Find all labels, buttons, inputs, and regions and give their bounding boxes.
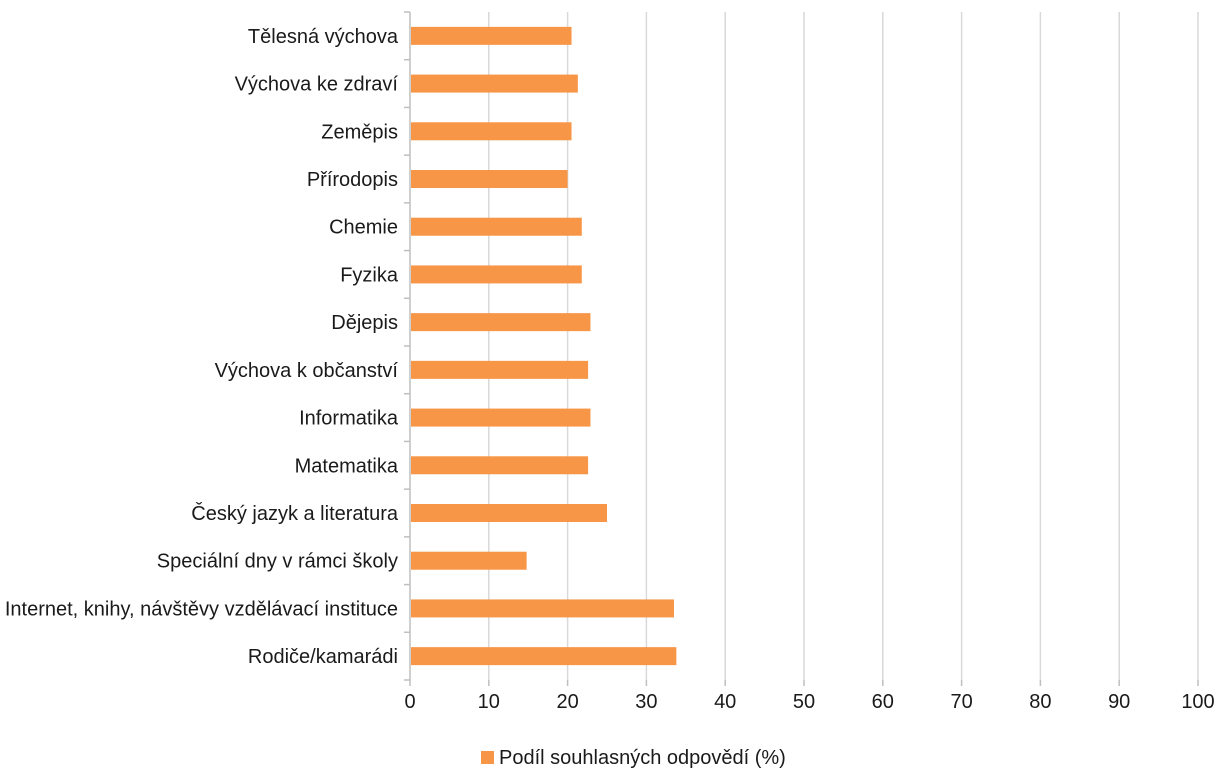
x-tick-label-20: 20 xyxy=(556,691,578,713)
bar-2 xyxy=(411,122,572,141)
category-label-9: Matematika xyxy=(295,455,399,477)
category-label-2: Zeměpis xyxy=(321,121,398,143)
x-tick-label-50: 50 xyxy=(793,691,815,713)
category-label-3: Přírodopis xyxy=(307,169,398,191)
legend: Podíl souhlasných odpovědí (%) xyxy=(481,747,786,769)
bar-11 xyxy=(411,551,527,570)
bar-8 xyxy=(411,408,591,427)
category-labels: Tělesná výchova Výchova ke zdraví Zeměpis P… xyxy=(5,26,399,668)
axes xyxy=(404,11,1199,686)
bars xyxy=(411,26,677,666)
x-tick-label-30: 30 xyxy=(635,691,657,713)
x-tick-label-80: 80 xyxy=(1029,691,1051,713)
category-label-6: Dějepis xyxy=(331,312,398,334)
legend-label: Podíl souhlasných odpovědí (%) xyxy=(499,747,786,769)
bar-1 xyxy=(411,74,578,93)
category-label-7: Výchova k občanství xyxy=(215,360,399,382)
category-label-11: Speciální dny v rámci školy xyxy=(157,551,398,573)
bar-6 xyxy=(411,313,591,332)
bar-3 xyxy=(411,170,568,188)
x-tick-label-100: 100 xyxy=(1181,691,1214,713)
bar-7 xyxy=(411,360,589,379)
bar-4 xyxy=(411,217,582,236)
x-tick-labels: 0 10 20 30 40 50 60 70 80 90 100 xyxy=(404,691,1214,713)
x-tick-label-70: 70 xyxy=(950,691,972,713)
legend-swatch xyxy=(481,751,494,764)
bar-12 xyxy=(411,599,674,618)
category-label-13: Rodiče/kamarádi xyxy=(248,646,398,668)
category-label-8: Informatika xyxy=(299,408,399,430)
x-tick-label-10: 10 xyxy=(478,691,500,713)
x-tick-label-0: 0 xyxy=(404,691,415,713)
bar-10 xyxy=(411,504,607,522)
bar-13 xyxy=(411,647,677,666)
gridlines xyxy=(488,12,1199,680)
category-label-12: Internet, knihy, návštěvy vzdělávací ins… xyxy=(5,598,398,620)
category-label-1: Výchova ke zdraví xyxy=(235,74,399,96)
category-label-4: Chemie xyxy=(329,217,398,239)
category-label-0: Tělesná výchova xyxy=(248,26,399,48)
bar-5 xyxy=(411,265,582,284)
x-tick-label-40: 40 xyxy=(714,691,736,713)
bar-0 xyxy=(411,26,572,45)
category-label-10: Český jazyk a literatura xyxy=(191,502,399,525)
x-tick-label-90: 90 xyxy=(1108,691,1130,713)
bar-9 xyxy=(411,456,589,475)
category-label-5: Fyzika xyxy=(340,264,399,286)
x-tick-label-60: 60 xyxy=(872,691,894,713)
